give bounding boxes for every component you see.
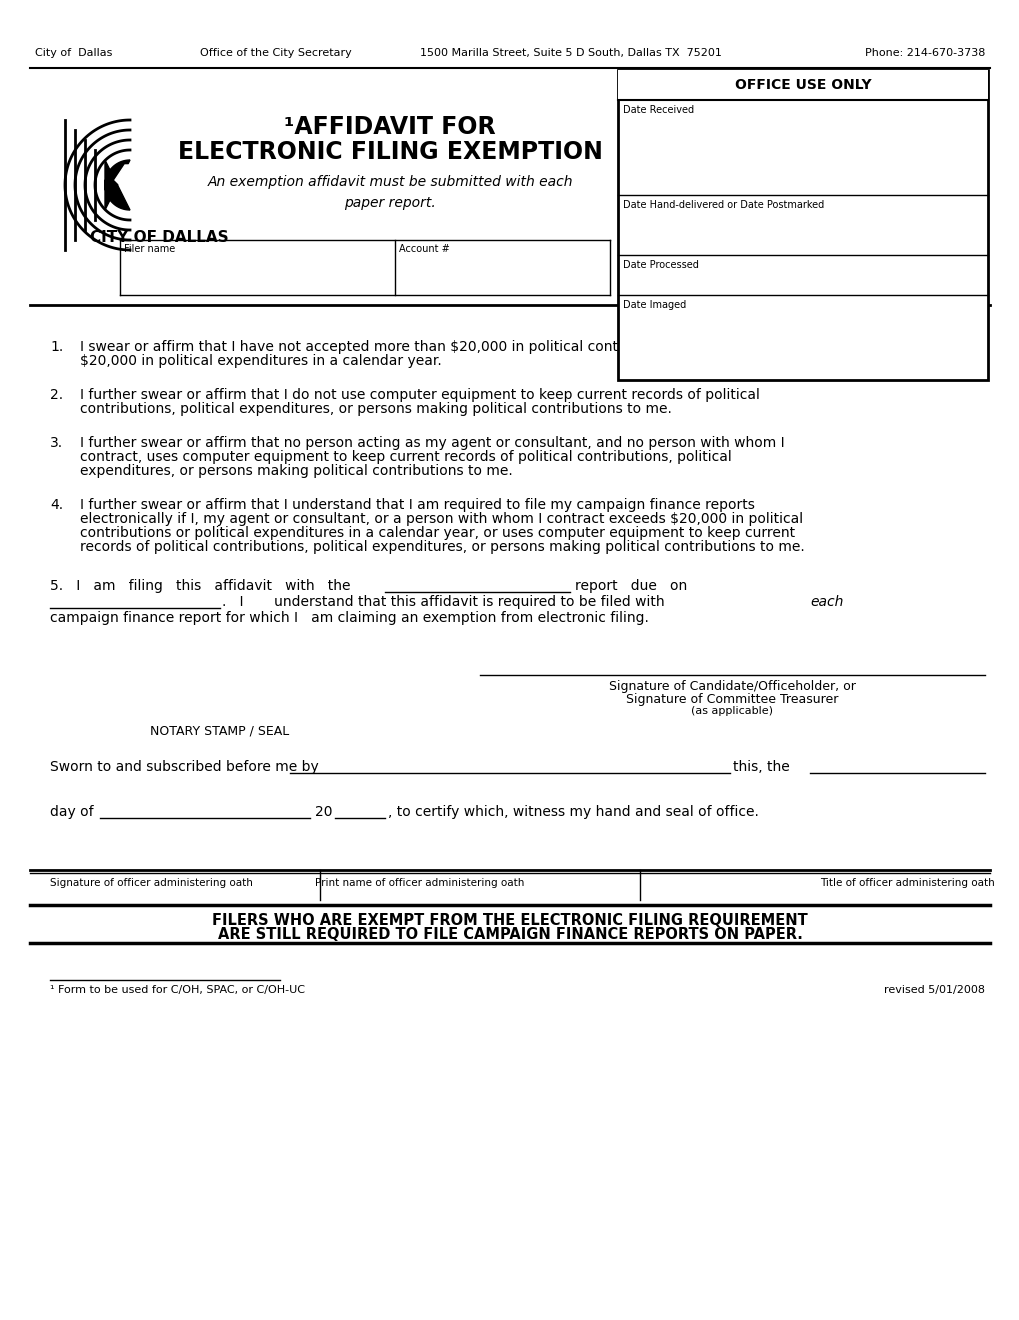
Text: Date Imaged: Date Imaged — [623, 300, 686, 310]
Text: 2.: 2. — [50, 388, 63, 403]
Text: contributions or political expenditures in a calendar year, or uses computer equ: contributions or political expenditures … — [79, 525, 795, 540]
Text: $20,000 in political expenditures in a calendar year.: $20,000 in political expenditures in a c… — [79, 354, 441, 368]
Text: .   I       understand that this affidavit is required to be filed with: . I understand that this affidavit is re… — [222, 595, 664, 609]
Text: 4.: 4. — [50, 498, 63, 512]
Text: Title of officer administering oath: Title of officer administering oath — [819, 878, 994, 888]
Text: ¹ Form to be used for C/OH, SPAC, or C/OH-UC: ¹ Form to be used for C/OH, SPAC, or C/O… — [50, 985, 305, 995]
Text: expenditures, or persons making political contributions to me.: expenditures, or persons making politica… — [79, 465, 513, 478]
Text: Phone: 214-670-3738: Phone: 214-670-3738 — [864, 48, 984, 58]
Text: OFFICE USE ONLY: OFFICE USE ONLY — [734, 78, 870, 92]
Text: (as applicable): (as applicable) — [691, 706, 772, 715]
Text: Filer name: Filer name — [124, 244, 175, 253]
Text: CITY OF DALLAS: CITY OF DALLAS — [90, 230, 228, 246]
Text: An exemption affidavit must be submitted with each
paper report.: An exemption affidavit must be submitted… — [207, 176, 573, 210]
Text: I further swear or affirm that no person acting as my agent or consultant, and n: I further swear or affirm that no person… — [79, 436, 784, 450]
Text: electronically if I, my agent or consultant, or a person with whom I contract ex: electronically if I, my agent or consult… — [79, 512, 802, 525]
Text: Print name of officer administering oath: Print name of officer administering oath — [315, 878, 524, 888]
Text: report   due   on: report due on — [575, 579, 687, 593]
Text: ELECTRONIC FILING EXEMPTION: ELECTRONIC FILING EXEMPTION — [177, 140, 602, 164]
Text: I further swear or affirm that I understand that I am required to file my campai: I further swear or affirm that I underst… — [79, 498, 754, 512]
Text: Sworn to and subscribed before me by: Sworn to and subscribed before me by — [50, 760, 319, 774]
Text: City of  Dallas: City of Dallas — [35, 48, 112, 58]
Text: revised 5/01/2008: revised 5/01/2008 — [883, 985, 984, 995]
Bar — [618, 70, 987, 380]
Bar — [618, 70, 987, 100]
Text: contract, uses computer equipment to keep current records of political contribut: contract, uses computer equipment to kee… — [79, 450, 731, 465]
Text: 20: 20 — [315, 805, 332, 818]
Text: I further swear or affirm that I do not use computer equipment to keep current r: I further swear or affirm that I do not … — [79, 388, 759, 403]
Text: 3.: 3. — [50, 436, 63, 450]
Text: this, the: this, the — [733, 760, 789, 774]
Text: Signature of officer administering oath: Signature of officer administering oath — [50, 878, 253, 888]
Text: Account #: Account # — [398, 244, 449, 253]
Text: campaign finance report for which I   am claiming an exemption from electronic f: campaign finance report for which I am c… — [50, 611, 648, 624]
Text: records of political contributions, political expenditures, or persons making po: records of political contributions, poli… — [79, 540, 804, 554]
Text: 1500 Marilla Street, Suite 5 D South, Dallas TX  75201: 1500 Marilla Street, Suite 5 D South, Da… — [420, 48, 721, 58]
Text: Office of the City Secretary: Office of the City Secretary — [200, 48, 352, 58]
Text: ARE STILL REQUIRED TO FILE CAMPAIGN FINANCE REPORTS ON PAPER.: ARE STILL REQUIRED TO FILE CAMPAIGN FINA… — [217, 927, 802, 942]
Text: Date Processed: Date Processed — [623, 260, 698, 271]
Polygon shape — [115, 165, 145, 190]
Text: Date Hand-delivered or Date Postmarked: Date Hand-delivered or Date Postmarked — [623, 201, 823, 210]
Text: ¹AFFIDAVIT FOR: ¹AFFIDAVIT FOR — [284, 115, 495, 139]
Text: Signature of Committee Treasurer: Signature of Committee Treasurer — [626, 693, 838, 706]
Polygon shape — [105, 160, 129, 210]
Text: Date Received: Date Received — [623, 106, 694, 115]
Text: NOTARY STAMP / SEAL: NOTARY STAMP / SEAL — [150, 725, 289, 738]
Text: I swear or affirm that I have not accepted more than $20,000 in political contri: I swear or affirm that I have not accept… — [79, 341, 817, 354]
Text: each: each — [809, 595, 843, 609]
Text: FILERS WHO ARE EXEMPT FROM THE ELECTRONIC FILING REQUIREMENT: FILERS WHO ARE EXEMPT FROM THE ELECTRONI… — [212, 913, 807, 928]
Text: 5.   I   am   filing   this   affidavit   with   the: 5. I am filing this affidavit with the — [50, 579, 351, 593]
Text: Signature of Candidate/Officeholder, or: Signature of Candidate/Officeholder, or — [608, 680, 855, 693]
Text: , to certify which, witness my hand and seal of office.: , to certify which, witness my hand and … — [387, 805, 758, 818]
Text: day of: day of — [50, 805, 94, 818]
Text: contributions, political expenditures, or persons making political contributions: contributions, political expenditures, o… — [79, 403, 672, 416]
Text: 1.: 1. — [50, 341, 63, 354]
